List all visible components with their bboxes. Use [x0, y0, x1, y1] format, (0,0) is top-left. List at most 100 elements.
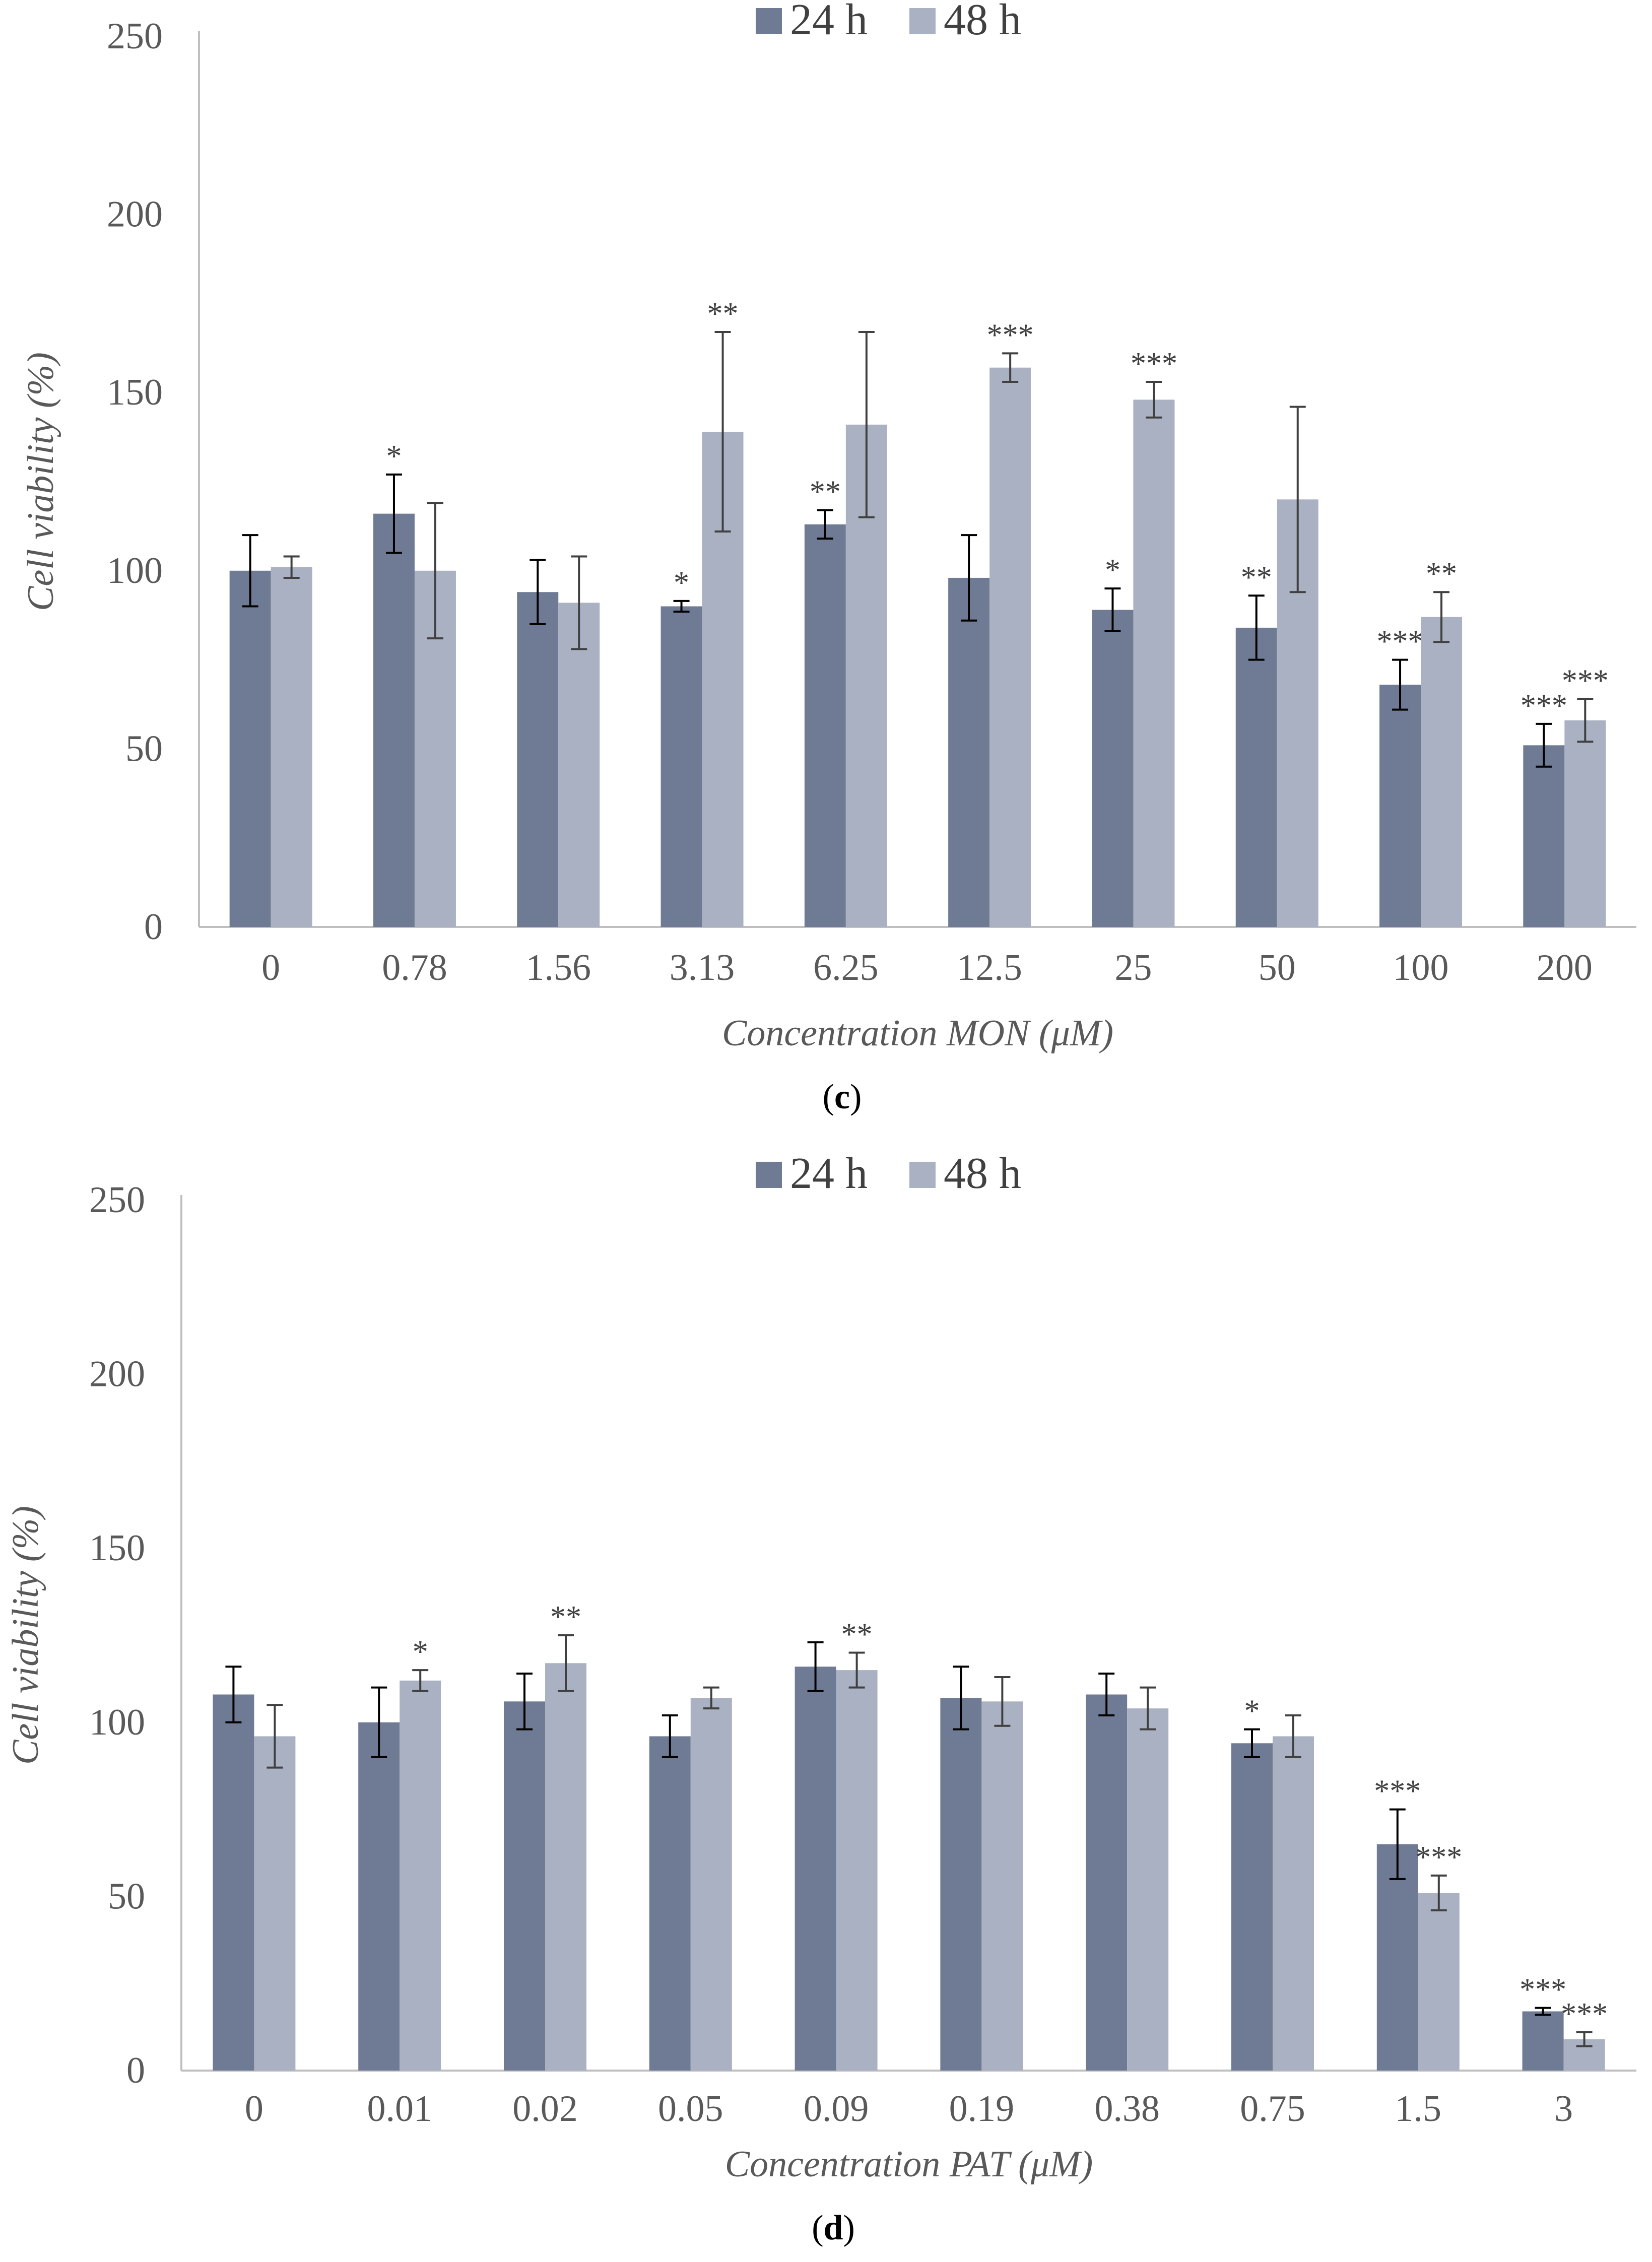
x-tick-label: 12.5 — [957, 947, 1022, 988]
error-bar — [1140, 1686, 1156, 1731]
bar-24h — [1376, 1844, 1418, 2071]
legend-swatch-48h — [909, 8, 936, 34]
bar-48h — [1564, 720, 1606, 927]
error-bar — [807, 1641, 824, 1692]
significance-label: *** — [1131, 347, 1177, 381]
error-bar — [662, 1714, 678, 1758]
bar-48h — [1421, 617, 1463, 927]
error-bar — [994, 1676, 1011, 1727]
x-tick-label: 0.01 — [367, 2088, 432, 2130]
bar-24h — [1231, 1743, 1273, 2071]
error-bar — [1576, 2031, 1593, 2047]
error-bar — [1389, 1808, 1406, 1880]
error-bar — [858, 330, 875, 518]
error-bar — [385, 473, 402, 554]
bar-48h — [1133, 400, 1175, 927]
error-bar — [1285, 1714, 1301, 1758]
y-tick-label: 50 — [125, 728, 163, 769]
legend-label: 48 h — [944, 1149, 1021, 1198]
significance-label: *** — [987, 318, 1034, 352]
bar-24h — [804, 524, 846, 927]
legend-swatch-24h — [756, 8, 782, 34]
x-tick-label: 0 — [245, 2088, 263, 2130]
x-tick-label: 0.38 — [1094, 2088, 1160, 2130]
error-bar — [1433, 591, 1450, 643]
x-axis-title: Concentration PAT (μM) — [725, 2144, 1093, 2185]
significance-label: *** — [1562, 663, 1609, 698]
bar-24h — [358, 1722, 400, 2071]
y-axis-title: Cell viability (%) — [20, 352, 61, 611]
bar-24h — [948, 577, 990, 927]
bar-48h — [558, 603, 600, 927]
y-tick-label: 150 — [107, 372, 163, 413]
significance-label: * — [1244, 1694, 1260, 1728]
x-tick-label: 25 — [1114, 947, 1152, 988]
error-bar — [571, 555, 587, 650]
bar-24h — [373, 513, 415, 927]
legend-label: 24 h — [790, 1149, 868, 1198]
significance-label: *** — [1377, 625, 1424, 659]
y-tick-label: 200 — [89, 1354, 145, 1395]
error-bar — [283, 555, 300, 579]
x-tick-label: 0.02 — [512, 2088, 578, 2130]
significance-label: ** — [707, 297, 739, 331]
error-bar — [1248, 594, 1265, 661]
significance-label: * — [386, 439, 402, 474]
significance-label: *** — [1519, 1973, 1566, 2007]
error-bar — [1244, 1728, 1260, 1758]
legend-label: 24 h — [790, 0, 868, 44]
x-axis-title: Concentration MON (μM) — [722, 1013, 1113, 1054]
bar-24h — [649, 1736, 691, 2071]
error-bar — [1577, 698, 1594, 743]
bar-24h — [1379, 685, 1421, 927]
error-bar — [1430, 1874, 1447, 1912]
error-bar — [1146, 380, 1162, 419]
y-tick-label: 250 — [89, 1179, 145, 1221]
y-tick-label: 200 — [107, 194, 163, 235]
panel-label: (c) — [823, 1078, 862, 1116]
bar-24h — [1092, 610, 1134, 927]
error-bar — [267, 1704, 283, 1769]
significance-label: *** — [1561, 1997, 1608, 2031]
y-tick-label: 0 — [126, 2050, 145, 2091]
error-bar — [817, 509, 833, 540]
y-tick-label: 150 — [89, 1527, 145, 1569]
error-bar — [1392, 658, 1409, 711]
x-tick-label: 0.05 — [658, 2088, 723, 2130]
error-bar — [412, 1669, 429, 1692]
bar-24h — [1235, 627, 1277, 927]
bar-24h — [660, 606, 702, 927]
significance-label: * — [413, 1635, 428, 1669]
bar-48h — [400, 1680, 441, 2071]
bar-48h — [989, 367, 1031, 927]
error-bar — [673, 600, 690, 613]
bar-48h — [981, 1701, 1023, 2071]
error-bar — [1535, 2007, 1551, 2016]
x-tick-label: 100 — [1393, 947, 1449, 988]
bar-48h — [690, 1698, 732, 2071]
x-tick-label: 1.5 — [1395, 2088, 1442, 2130]
x-tick-label: 0 — [261, 947, 280, 988]
bar-48h — [1418, 1893, 1460, 2071]
error-bar — [1002, 352, 1019, 383]
bar-48h — [1127, 1708, 1169, 2071]
bar-24h — [504, 1701, 545, 2071]
y-axis-title: Cell viability (%) — [5, 1506, 46, 1765]
x-tick-label: 50 — [1259, 947, 1296, 988]
significance-label: ** — [841, 1618, 873, 1652]
panel-label: (d) — [812, 2209, 855, 2247]
legend-label: 48 h — [944, 0, 1021, 44]
error-bar — [1098, 1673, 1115, 1716]
bar-48h — [836, 1670, 878, 2071]
bar-24h — [1522, 2011, 1564, 2071]
x-tick-label: 0.09 — [804, 2088, 869, 2130]
y-tick-label: 250 — [107, 16, 163, 57]
significance-label: ** — [1241, 560, 1272, 594]
bar-24h — [795, 1667, 836, 2071]
bar-24h — [229, 570, 271, 927]
error-bar — [961, 534, 977, 622]
error-bar — [1536, 722, 1552, 768]
bar-48h — [271, 567, 312, 927]
significance-label: *** — [1374, 1774, 1421, 1809]
